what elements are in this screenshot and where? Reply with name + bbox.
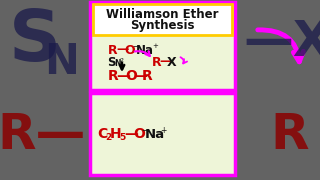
Text: +: + <box>152 44 158 50</box>
Text: R: R <box>142 69 153 83</box>
FancyArrowPatch shape <box>180 57 187 63</box>
FancyArrowPatch shape <box>120 63 124 69</box>
Text: R: R <box>108 69 119 83</box>
Text: Synthesis: Synthesis <box>130 19 194 33</box>
Text: N: N <box>114 59 121 68</box>
Text: −: − <box>141 126 148 135</box>
Bar <box>93 4 232 35</box>
Text: —: — <box>159 55 172 69</box>
Text: O: O <box>133 127 145 141</box>
Text: Na: Na <box>136 44 154 57</box>
Text: C: C <box>97 127 107 141</box>
Text: —X: —X <box>244 18 320 66</box>
Text: —: — <box>124 127 138 141</box>
Text: +: + <box>160 126 166 135</box>
Text: −: − <box>132 42 138 51</box>
Text: —: — <box>116 44 128 57</box>
FancyArrowPatch shape <box>258 30 303 62</box>
Text: R: R <box>152 55 162 69</box>
Text: —: — <box>116 69 130 83</box>
Text: Na: Na <box>145 127 165 141</box>
Text: 2: 2 <box>105 133 111 142</box>
Text: 2: 2 <box>119 58 124 63</box>
Text: N: N <box>44 41 79 83</box>
Text: S: S <box>9 8 61 76</box>
Text: S: S <box>107 55 116 69</box>
Bar <box>90 93 235 175</box>
Text: 5: 5 <box>119 133 125 142</box>
Text: Williamson Ether: Williamson Ether <box>106 8 218 21</box>
Text: R: R <box>108 44 118 57</box>
Text: H: H <box>110 127 122 141</box>
Text: R: R <box>271 111 309 159</box>
Text: X: X <box>167 55 177 69</box>
Text: O: O <box>124 44 135 57</box>
Text: —: — <box>133 69 147 83</box>
Bar <box>90 2 235 90</box>
Text: O: O <box>125 69 137 83</box>
FancyArrowPatch shape <box>135 51 150 56</box>
Text: R—: R— <box>0 111 86 159</box>
